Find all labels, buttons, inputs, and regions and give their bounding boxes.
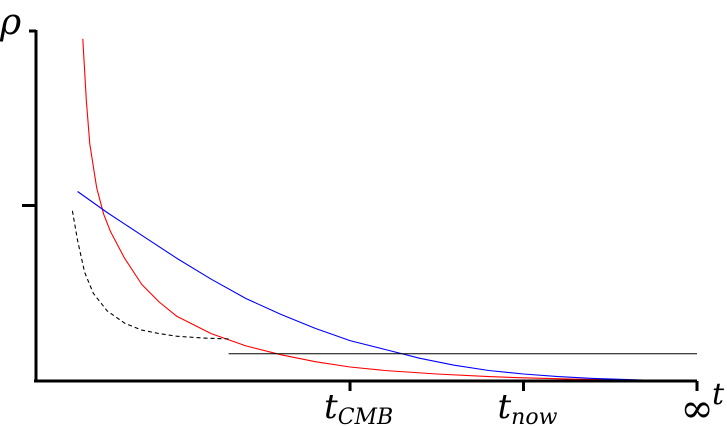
x-tick-label-cmb: tCMB — [324, 387, 393, 426]
series-layer — [71, 38, 698, 382]
series-dark-energy-dashed — [71, 210, 229, 340]
series-radiation — [82, 38, 698, 382]
axes-layer — [29, 29, 697, 383]
x-axis-label: t — [712, 377, 725, 412]
ticks-layer: tCMB tnow ∞ — [22, 204, 714, 426]
x-tick-sub-now: now — [511, 405, 557, 426]
x-tick-label-now: tnow — [498, 387, 558, 426]
x-tick-sub-cmb: CMB — [338, 405, 394, 426]
series-matter — [77, 191, 698, 382]
y-axis-label: ρ — [0, 2, 21, 43]
x-tick-label-inf: ∞ — [680, 386, 713, 426]
